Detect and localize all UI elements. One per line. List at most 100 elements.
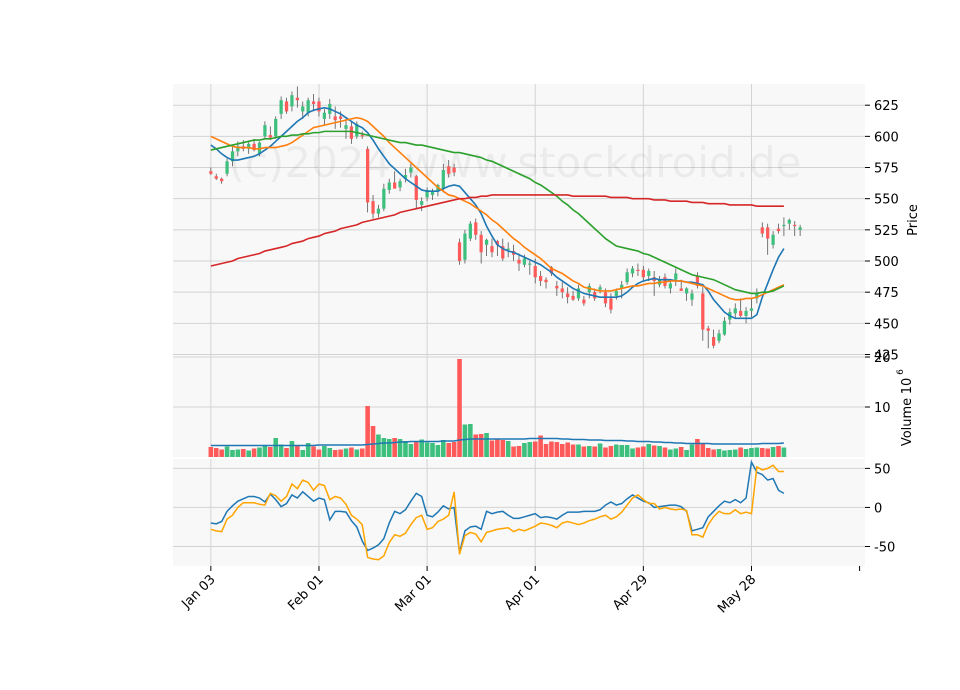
volume-bar — [527, 442, 533, 457]
candle-body — [614, 290, 618, 296]
oscillator-lines — [210, 459, 785, 561]
price-tick-label: 575 — [874, 162, 899, 177]
candle — [484, 238, 489, 257]
oscillator-tick-label: 50 — [874, 462, 891, 477]
candle — [733, 303, 737, 319]
candle — [479, 231, 483, 264]
candle-body — [387, 182, 391, 190]
candle-body — [301, 106, 305, 112]
candle — [501, 238, 505, 262]
volume-bar — [230, 450, 235, 457]
candle-body — [560, 288, 564, 293]
volume-bar — [441, 440, 446, 457]
oscillator-line — [210, 464, 784, 561]
candle — [787, 218, 791, 230]
volume-bar — [597, 443, 603, 457]
candle-body — [566, 293, 570, 298]
candle — [230, 146, 235, 167]
candle-body — [625, 272, 629, 283]
candle-body — [776, 228, 781, 232]
volume-bar — [376, 434, 381, 457]
volume-bar — [392, 438, 397, 457]
volume-bar — [284, 448, 289, 457]
candle-body — [230, 151, 235, 162]
volume-bar — [776, 446, 781, 457]
price-tick-label: 425 — [874, 349, 899, 364]
candle-body — [468, 223, 472, 239]
volume-bar — [705, 448, 711, 457]
volume-bar — [608, 446, 614, 457]
candle — [793, 221, 797, 237]
candle-body — [214, 176, 218, 179]
x-tick-label: Apr 01 — [502, 572, 543, 613]
candle-body — [349, 126, 354, 139]
candle — [641, 266, 645, 281]
oscillator-panel-background — [173, 459, 865, 566]
candle — [333, 106, 337, 129]
price-tick-label: 550 — [874, 193, 899, 208]
candle — [576, 284, 581, 301]
candle — [322, 108, 326, 126]
candle-body — [576, 288, 581, 299]
volume-bar — [754, 447, 760, 457]
volume-bar — [732, 449, 738, 457]
candle — [490, 238, 494, 258]
volume-bar — [586, 446, 592, 457]
candle — [425, 187, 429, 202]
candle — [263, 121, 267, 139]
volume-bar — [332, 450, 338, 457]
candle-body — [371, 201, 375, 214]
candle — [647, 268, 651, 281]
candle-body — [306, 100, 310, 113]
volume-tick-label: 10 — [874, 401, 891, 416]
candle-body — [360, 135, 364, 137]
oscillator-tick-label: 0 — [874, 501, 882, 516]
volume-bar — [419, 439, 424, 457]
volume-bar — [570, 444, 576, 457]
volume-bar — [749, 448, 754, 457]
candle — [268, 126, 272, 141]
volume-bar — [386, 439, 392, 457]
candle-body — [701, 293, 705, 330]
candle-body — [274, 118, 278, 137]
candle-body — [647, 270, 651, 276]
candle-body — [441, 170, 445, 189]
candle-body — [782, 224, 786, 227]
volume-bar — [446, 443, 452, 457]
candle-body — [263, 125, 267, 137]
candle-body — [582, 299, 586, 304]
candle-body — [679, 288, 683, 291]
volume-bar — [311, 446, 316, 457]
candle — [225, 158, 229, 177]
volume-bar — [327, 448, 333, 457]
candle-body — [317, 101, 321, 112]
volume-bar — [300, 450, 306, 457]
volume-bar — [614, 444, 619, 457]
candle — [382, 183, 386, 212]
volume-bar — [403, 441, 408, 457]
candle — [290, 91, 294, 112]
volume-bar — [673, 448, 679, 457]
candle — [555, 280, 559, 296]
volume-bar — [457, 359, 462, 457]
volume-bar — [213, 448, 219, 457]
candle — [528, 261, 532, 275]
volume-bar — [624, 445, 630, 457]
candle — [701, 287, 705, 341]
candle-body — [495, 241, 499, 245]
candle-body — [539, 275, 543, 281]
candle — [798, 224, 802, 237]
candle — [668, 279, 672, 294]
volume-bar — [565, 442, 570, 457]
candle — [690, 289, 694, 306]
candle-body — [430, 191, 435, 195]
candle-body — [409, 167, 413, 173]
volume-bar — [478, 434, 484, 457]
candle — [457, 238, 462, 265]
price-tick-label: 475 — [874, 286, 899, 301]
volume-bar — [268, 447, 273, 457]
candle — [722, 317, 727, 336]
candle-body — [771, 234, 775, 245]
volume-bar — [462, 424, 468, 457]
candle-body — [620, 284, 624, 289]
